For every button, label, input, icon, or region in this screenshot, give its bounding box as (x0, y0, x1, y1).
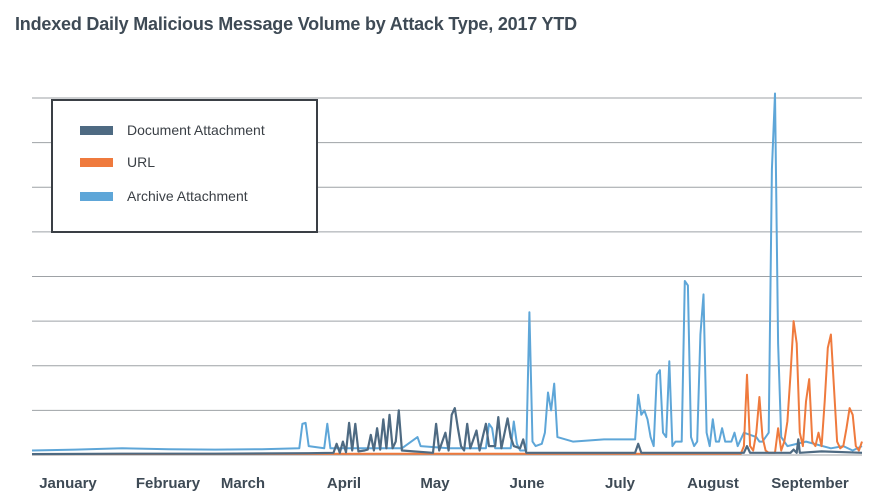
legend: Document Attachment URL Archive Attachment (51, 99, 318, 233)
x-tick-label-2: March (221, 475, 265, 492)
legend-box (51, 99, 318, 233)
gridlines (32, 97, 862, 456)
x-tick-label-0: January (39, 475, 97, 492)
x-tick-label-6: July (605, 475, 636, 492)
legend-swatch-0 (80, 126, 113, 135)
legend-label-2: Archive Attachment (127, 188, 248, 204)
x-tick-label-8: September (771, 475, 849, 492)
series-lines (31, 92, 863, 456)
x-tick-label-4: May (420, 475, 450, 492)
x-axis: January February March April May June July Augu… (39, 475, 849, 492)
x-tick-label-1: February (136, 475, 201, 492)
x-tick-label-3: April (327, 475, 361, 492)
legend-label-0: Document Attachment (127, 122, 265, 138)
legend-swatch-2 (80, 192, 113, 201)
series-line-0 (31, 407, 863, 456)
chart-title: Indexed Daily Malicious Message Volume b… (15, 14, 577, 34)
x-tick-label-7: August (687, 475, 739, 492)
legend-swatch-1 (80, 158, 113, 167)
x-tick-label-5: June (509, 475, 544, 492)
series-line-1 (31, 320, 863, 456)
legend-label-1: URL (127, 154, 155, 170)
